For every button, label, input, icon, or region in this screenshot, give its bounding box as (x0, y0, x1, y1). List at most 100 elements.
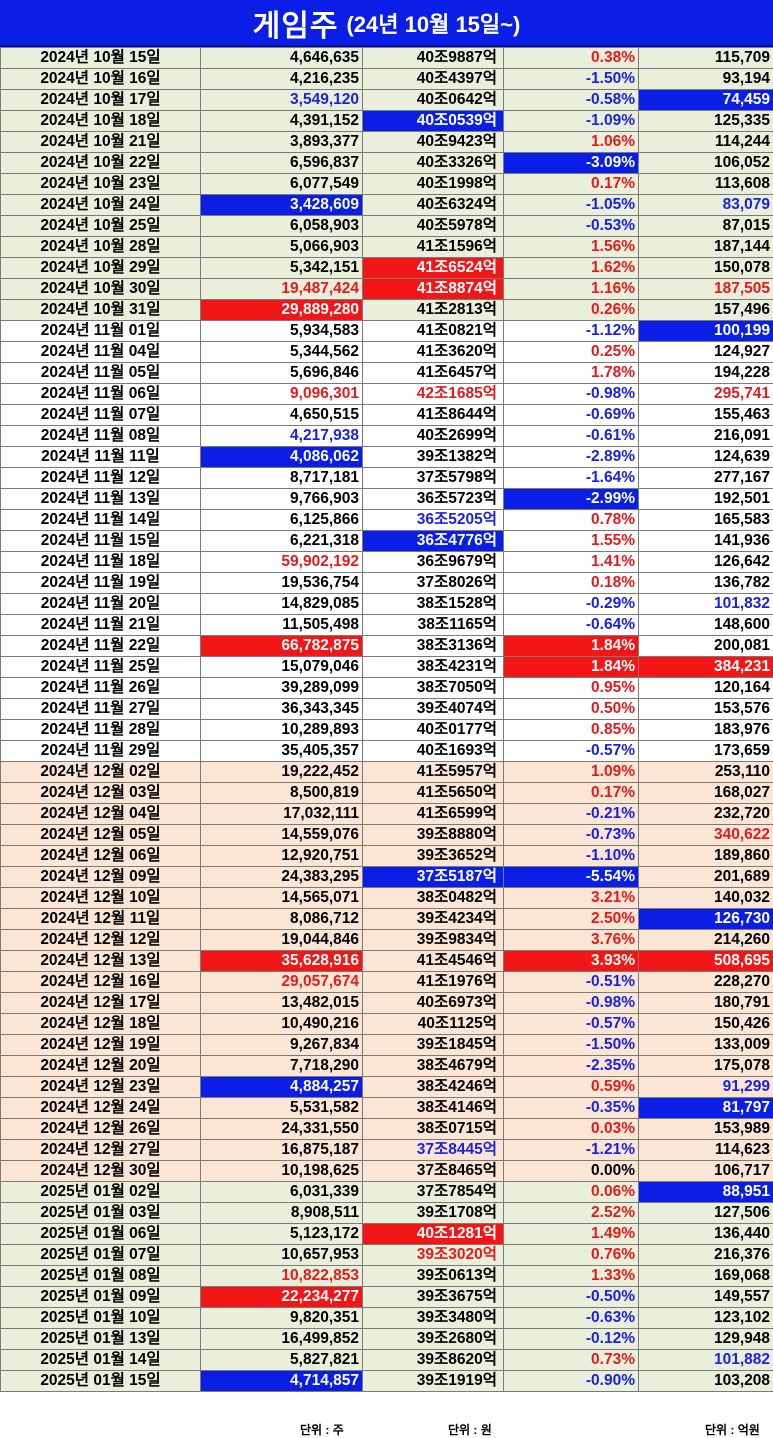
volume-cell: 9,820,351 (201, 1308, 363, 1329)
volume-cell: 4,884,257 (201, 1077, 363, 1098)
market-cap-cell: 40조0642억 (363, 90, 504, 111)
market-cap-cell: 39조1845억 (363, 1035, 504, 1056)
change-cell: -1.64% (504, 468, 639, 489)
market-cap-cell: 37조7854억 (363, 1182, 504, 1203)
trade-amount-cell: 277,167 (639, 468, 773, 489)
change-cell: 1.41% (504, 552, 639, 573)
change-cell: 0.00% (504, 1161, 639, 1182)
volume-cell: 14,565,071 (201, 888, 363, 909)
trade-amount-cell: 113,608 (639, 174, 773, 195)
change-cell: 0.06% (504, 1182, 639, 1203)
change-cell: -1.05% (504, 195, 639, 216)
volume-cell: 10,490,216 (201, 1014, 363, 1035)
trade-amount-cell: 106,717 (639, 1161, 773, 1182)
change-cell: 1.09% (504, 762, 639, 783)
trade-amount-cell: 189,860 (639, 846, 773, 867)
volume-cell: 36,343,345 (201, 699, 363, 720)
change-cell: -2.35% (504, 1056, 639, 1077)
change-cell: 1.55% (504, 531, 639, 552)
change-cell: -2.99% (504, 489, 639, 510)
unit-volume: 단위 : 주 (300, 1421, 344, 1438)
trade-amount-cell: 180,791 (639, 993, 773, 1014)
date-cell: 2024년 11월 14일 (1, 510, 201, 531)
change-cell: -0.58% (504, 90, 639, 111)
trade-amount-cell: 253,110 (639, 762, 773, 783)
date-cell: 2024년 10월 29일 (1, 258, 201, 279)
change-cell: 0.03% (504, 1119, 639, 1140)
trade-amount-cell: 101,882 (639, 1350, 773, 1371)
change-cell: 1.49% (504, 1224, 639, 1245)
volume-cell: 19,044,846 (201, 930, 363, 951)
change-cell: 0.76% (504, 1245, 639, 1266)
market-cap-cell: 41조8874억 (363, 279, 504, 300)
volume-cell: 24,331,550 (201, 1119, 363, 1140)
volume-cell: 6,596,837 (201, 153, 363, 174)
date-cell: 2024년 10월 15일 (1, 48, 201, 69)
market-cap-cell: 40조1693억 (363, 741, 504, 762)
date-cell: 2024년 12월 05일 (1, 825, 201, 846)
market-cap-cell: 38조0715억 (363, 1119, 504, 1140)
market-cap-cell: 38조4146억 (363, 1098, 504, 1119)
volume-cell: 4,714,857 (201, 1371, 363, 1392)
trade-amount-cell: 148,600 (639, 615, 773, 636)
date-cell: 2024년 11월 04일 (1, 342, 201, 363)
date-cell: 2025년 01월 02일 (1, 1182, 201, 1203)
market-cap-cell: 41조0821억 (363, 321, 504, 342)
trade-amount-cell: 153,989 (639, 1119, 773, 1140)
change-cell: 0.78% (504, 510, 639, 531)
volume-cell: 9,096,301 (201, 384, 363, 405)
market-cap-cell: 40조9887억 (363, 48, 504, 69)
units-footer: 단위 : 주 단위 : 원 단위 : 억원 (0, 1420, 773, 1437)
market-cap-cell: 40조2699억 (363, 426, 504, 447)
market-cap-cell: 38조1528억 (363, 594, 504, 615)
market-cap-cell: 41조2813억 (363, 300, 504, 321)
volume-cell: 8,500,819 (201, 783, 363, 804)
change-cell: -1.09% (504, 111, 639, 132)
market-cap-cell: 41조3620억 (363, 342, 504, 363)
volume-cell: 5,696,846 (201, 363, 363, 384)
volume-cell: 10,822,853 (201, 1266, 363, 1287)
change-cell: 3.76% (504, 930, 639, 951)
date-cell: 2024년 10월 30일 (1, 279, 201, 300)
trade-amount-cell: 149,557 (639, 1287, 773, 1308)
date-cell: 2025년 01월 14일 (1, 1350, 201, 1371)
volume-cell: 29,889,280 (201, 300, 363, 321)
market-cap-cell: 38조0482억 (363, 888, 504, 909)
date-cell: 2024년 12월 12일 (1, 930, 201, 951)
trade-amount-cell: 200,081 (639, 636, 773, 657)
date-cell: 2025년 01월 15일 (1, 1371, 201, 1392)
trade-amount-cell: 168,027 (639, 783, 773, 804)
change-cell: 1.06% (504, 132, 639, 153)
date-cell: 2024년 11월 19일 (1, 573, 201, 594)
volume-cell: 24,383,295 (201, 867, 363, 888)
volume-cell: 6,125,866 (201, 510, 363, 531)
volume-cell: 39,289,099 (201, 678, 363, 699)
trade-amount-cell: 187,505 (639, 279, 773, 300)
market-cap-cell: 39조8620억 (363, 1350, 504, 1371)
trade-amount-cell: 201,689 (639, 867, 773, 888)
market-cap-cell: 41조6457억 (363, 363, 504, 384)
market-cap-cell: 38조3136억 (363, 636, 504, 657)
trade-amount-cell: 173,659 (639, 741, 773, 762)
market-cap-cell: 37조8445억 (363, 1140, 504, 1161)
volume-cell: 14,559,076 (201, 825, 363, 846)
market-cap-cell: 36조4776억 (363, 531, 504, 552)
market-cap-cell: 36조9679억 (363, 552, 504, 573)
market-cap-cell: 38조1165억 (363, 615, 504, 636)
